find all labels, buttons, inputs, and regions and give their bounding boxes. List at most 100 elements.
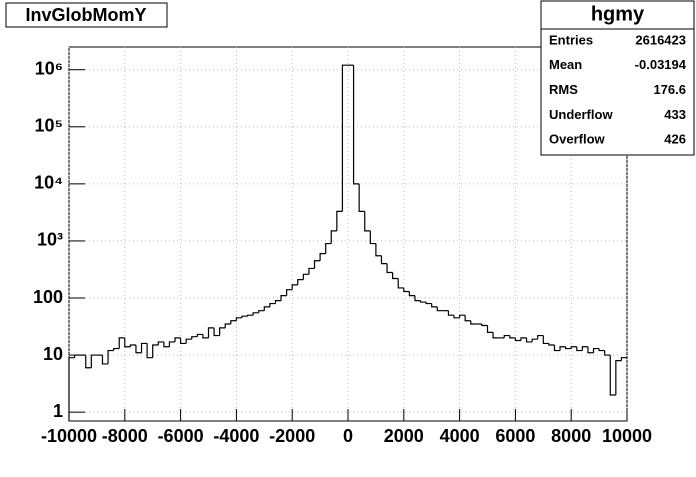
histogram-bin [286, 289, 293, 296]
histogram-bin [358, 183, 365, 212]
histogram-bin [336, 210, 343, 231]
histogram-bin [369, 230, 376, 245]
histogram-bin [196, 333, 203, 337]
histogram-bin [447, 310, 455, 316]
histogram-bin [168, 341, 176, 347]
histogram-bin [403, 287, 410, 293]
histogram-bin [280, 295, 287, 301]
histogram-bin [397, 278, 404, 289]
histogram-bin [90, 354, 97, 368]
histogram-bin [325, 242, 332, 254]
histogram-bin [224, 323, 231, 328]
histogram-bin [274, 300, 282, 304]
histogram-bin [375, 243, 382, 257]
stats-title: hgmy [591, 3, 645, 25]
histogram-bin [514, 337, 521, 342]
x-tick-label: -6000 [158, 426, 204, 446]
stats-label: Underflow [549, 107, 613, 122]
y-tick-label: 1 [53, 401, 63, 421]
histogram-bin [615, 360, 622, 395]
histogram-bin [459, 314, 466, 318]
histogram-bin [241, 315, 248, 318]
stats-box [540, 0, 695, 156]
histogram-bin [414, 295, 421, 302]
histogram-bin [85, 355, 92, 369]
histogram-bin [263, 306, 270, 311]
histogram-bin [509, 335, 516, 339]
histogram-bin [352, 65, 360, 185]
histogram-bin [101, 355, 109, 365]
histogram-bin [548, 343, 555, 346]
histogram-bin [364, 211, 371, 232]
x-tick-label: 4000 [440, 426, 480, 446]
histogram-bin [291, 284, 298, 290]
histogram-bin [135, 345, 142, 354]
histogram-bin [213, 327, 220, 337]
histogram-bin [537, 334, 544, 340]
histogram-bin [308, 267, 315, 275]
histogram-bin [124, 337, 131, 348]
histogram-bin [73, 354, 81, 358]
histogram-bin [592, 347, 600, 353]
stats-label: RMS [549, 82, 578, 97]
histogram-bin [246, 314, 254, 317]
histogram-bin [492, 332, 499, 339]
histogram-bin [453, 315, 460, 319]
histogram-bin [581, 346, 588, 351]
histogram-bin [330, 230, 337, 244]
histogram-bin [576, 346, 583, 352]
histogram-bin [174, 337, 181, 342]
histogram-bin [436, 306, 443, 312]
histogram-bin [219, 327, 226, 336]
stats-value: 433 [664, 107, 686, 122]
stats-value: 176.6 [653, 82, 686, 97]
histogram-bin [157, 341, 164, 346]
histogram-bin [503, 334, 510, 338]
stats-value: 426 [664, 132, 686, 147]
histogram-bin [235, 317, 242, 321]
y-tick-label: 10⁵ [35, 116, 63, 136]
histogram-bin [486, 325, 494, 333]
histogram-bin [113, 347, 120, 351]
histogram-bin [464, 315, 471, 322]
histogram-bin [386, 263, 393, 274]
histogram-bin [313, 260, 321, 269]
histogram-bin [207, 327, 215, 338]
x-tick-label: 6000 [495, 426, 535, 446]
x-tick-label: -2000 [269, 426, 315, 446]
histogram-bin [68, 357, 75, 421]
histogram-bin [319, 252, 326, 261]
histogram-bin [425, 302, 432, 305]
histogram-bin [146, 343, 153, 359]
histogram-bin [431, 303, 438, 308]
histogram-bin [297, 279, 304, 285]
histogram-bin [140, 342, 148, 353]
histogram-bin [202, 334, 209, 339]
histogram-bin [620, 357, 627, 361]
histogram-bin [180, 337, 187, 345]
x-tick-label: -8000 [102, 426, 148, 446]
histogram-bin [587, 346, 594, 354]
x-tick-label: 8000 [551, 426, 591, 446]
histogram-bin [470, 320, 477, 325]
y-tick-label: 10³ [37, 230, 63, 250]
histogram-bin [419, 300, 427, 303]
histogram-bin [269, 302, 276, 307]
title-box [5, 2, 168, 28]
histogram-bin [520, 337, 527, 341]
histogram-bin [570, 346, 577, 349]
histogram-bin [152, 344, 159, 358]
histogram-bin [559, 346, 566, 351]
histogram-bin [481, 324, 488, 327]
histogram-bin [542, 335, 549, 345]
histogram-bin [609, 355, 616, 396]
histogram-bin [565, 346, 572, 350]
histogram-bin [531, 338, 538, 342]
histogram-bin [230, 320, 237, 325]
stats-label: Mean [549, 57, 582, 72]
y-tick-label: 10 [43, 344, 63, 364]
histogram-bin [191, 336, 198, 340]
chart-title: InvGlobMomY [26, 5, 147, 25]
histogram-bin [408, 291, 415, 297]
